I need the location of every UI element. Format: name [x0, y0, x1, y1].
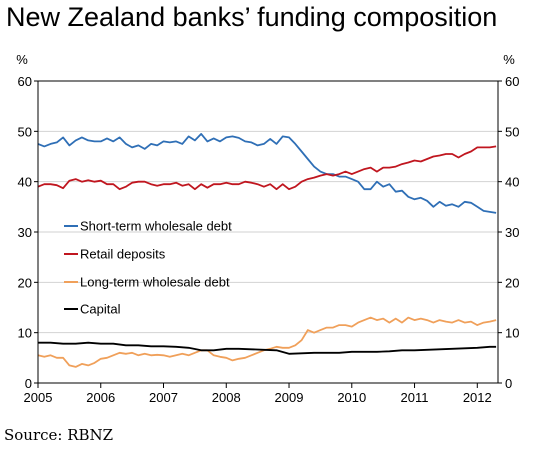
- x-tick-label: 2007: [149, 390, 178, 405]
- y-tick-label-right: 0: [505, 376, 512, 391]
- y-tick-label-right: 10: [505, 326, 519, 341]
- x-tick-label: 2005: [24, 390, 53, 405]
- legend-label-0: Short-term wholesale debt: [80, 219, 232, 234]
- chart-title: New Zealand banks’ funding composition: [6, 2, 498, 32]
- y-tick-label-right: 40: [505, 175, 519, 190]
- y-tick-label-left: 10: [18, 326, 32, 341]
- left-unit-label: %: [16, 52, 28, 67]
- legend-label-3: Capital: [80, 302, 121, 317]
- y-tick-label-left: 20: [18, 275, 32, 290]
- gridlines: [38, 130, 498, 334]
- x-tick-label: 2009: [275, 390, 304, 405]
- y-tick-label-left: 60: [18, 74, 32, 89]
- series-line-1: [37, 145, 497, 191]
- x-tick-label: 2012: [463, 390, 492, 405]
- series-line-3: [38, 341, 497, 355]
- series-lines: [37, 133, 497, 368]
- y-tick-label-left: 40: [18, 175, 32, 190]
- x-tick-label: 2010: [337, 390, 366, 405]
- axis-ticks: 0 0 10 10 20 20 30 30 40 40 50 50 60 60 2005 2006 2007 20…: [18, 74, 520, 405]
- legend: Short-term wholesale debt Retail deposits…: [64, 219, 232, 317]
- legend-label-2: Long-term wholesale debt: [80, 275, 230, 290]
- x-tick-label: 2008: [212, 390, 241, 405]
- legend-label-1: Retail deposits: [80, 247, 166, 262]
- x-tick-label: 2011: [401, 390, 429, 405]
- y-tick-label-right: 30: [505, 225, 519, 240]
- y-tick-label-right: 60: [505, 74, 519, 89]
- plot-frame: [37, 80, 499, 384]
- x-tick-label: 2006: [86, 390, 115, 405]
- right-unit-label: %: [503, 52, 515, 67]
- y-tick-label-left: 50: [18, 124, 32, 139]
- y-tick-label-right: 50: [505, 124, 519, 139]
- y-tick-label-right: 20: [505, 275, 519, 290]
- series-line-0: [37, 133, 497, 214]
- series-line-2: [37, 316, 497, 368]
- source-note: Source: RBNZ: [4, 426, 114, 444]
- y-tick-label-left: 30: [18, 225, 32, 240]
- y-tick-label-left: 0: [25, 376, 32, 391]
